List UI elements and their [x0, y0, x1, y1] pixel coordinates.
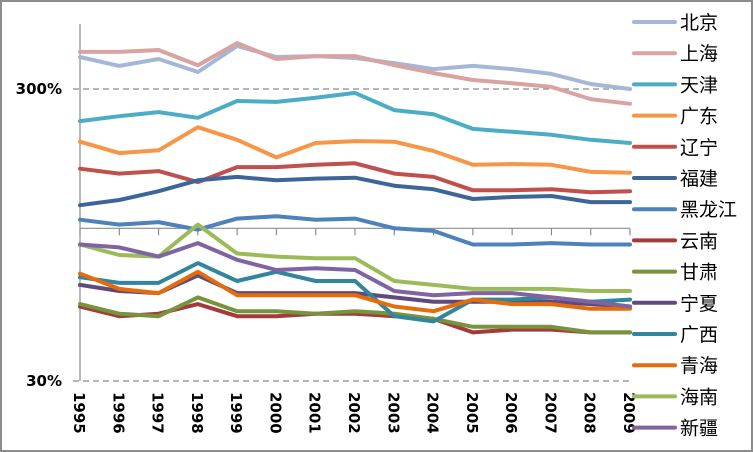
legend-label: 黑龙江: [680, 199, 737, 221]
x-tick-label: 2001: [306, 392, 324, 434]
x-tick-label: 1998: [188, 392, 206, 434]
y-tick-label: 300%: [16, 80, 62, 98]
x-tick-label: 2003: [384, 392, 402, 434]
x-tick-label: 1997: [149, 392, 167, 434]
series-line-1: [78, 41, 632, 106]
legend-label: 广东: [680, 106, 718, 128]
x-tick-label: 2009: [620, 392, 638, 434]
legend-label: 广西: [680, 324, 718, 346]
x-tick-label: 1995: [70, 392, 88, 434]
x-tick-label: 2002: [345, 392, 363, 434]
legend-label: 宁夏: [680, 293, 718, 315]
series-line-2: [78, 90, 632, 145]
legend-label: 辽宁: [680, 137, 718, 159]
series-line-13: [78, 241, 632, 309]
legend-label: 海南: [680, 386, 718, 408]
legend-label: 云南: [680, 230, 718, 252]
legend-label: 北京: [680, 12, 718, 34]
y-tick-label: 30%: [26, 372, 62, 390]
legend-label: 甘肃: [680, 262, 718, 284]
x-tick-label: 2004: [424, 392, 442, 434]
x-tick-labels: 1995 1996 1997 1998 1999 2000 2001 2002 2003 2004…: [70, 392, 638, 434]
x-tick-label: 1996: [109, 392, 127, 434]
x-tick-label: 2000: [266, 392, 284, 434]
series-line-10: [78, 261, 632, 324]
series-line-6: [78, 214, 632, 247]
series-line-12: [78, 222, 632, 293]
gridlines: [73, 88, 630, 382]
series-line-8: [78, 295, 632, 335]
y-tick-labels: 300% 30%: [16, 80, 62, 390]
axes: [79, 24, 631, 381]
legend-label: 青海: [680, 355, 718, 377]
x-tick-label: 2005: [463, 392, 481, 434]
series-line-11: [78, 269, 632, 314]
x-tick-label: 1999: [227, 392, 245, 434]
legend-label: 福建: [680, 168, 718, 190]
x-tick-label: 2006: [502, 392, 520, 434]
legend-label: 上海: [680, 43, 718, 65]
series-lines: [78, 41, 632, 335]
series-line-5: [78, 174, 632, 208]
legend-label: 新疆: [680, 418, 718, 440]
x-tick-label: 2007: [541, 392, 559, 434]
series-line-3: [78, 125, 632, 175]
x-tick-label: 2008: [581, 392, 599, 434]
legend-label: 天津: [680, 74, 718, 96]
series-line-4: [78, 161, 632, 195]
